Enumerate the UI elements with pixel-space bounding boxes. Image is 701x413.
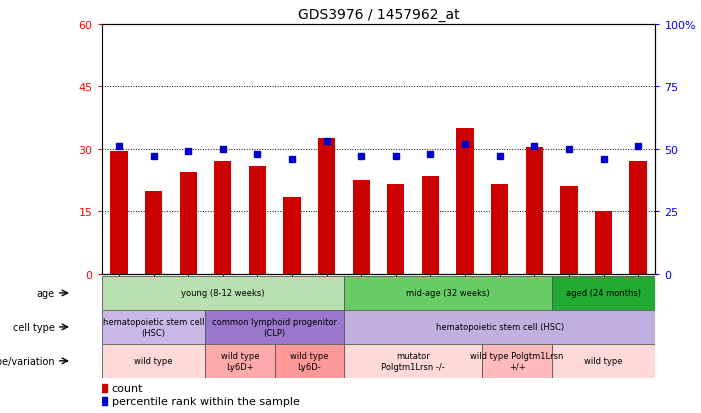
Text: hematopoietic stem cell (HSC): hematopoietic stem cell (HSC): [435, 323, 564, 332]
Bar: [491, 185, 508, 274]
Bar: [102, 276, 344, 310]
Text: cell type: cell type: [13, 322, 55, 332]
Text: genotype/variation: genotype/variation: [0, 356, 55, 366]
Bar: [318, 139, 335, 274]
Text: percentile rank within the sample: percentile rank within the sample: [111, 396, 299, 406]
Bar: [214, 162, 231, 274]
Bar: [526, 147, 543, 274]
Bar: [422, 176, 439, 274]
Text: wild type
Ly6D-: wild type Ly6D-: [290, 351, 329, 370]
Title: GDS3976 / 1457962_at: GDS3976 / 1457962_at: [298, 8, 459, 22]
Bar: [344, 344, 482, 378]
Bar: [344, 276, 552, 310]
Text: mid-age (32 weeks): mid-age (32 weeks): [406, 289, 489, 298]
Bar: [145, 191, 162, 274]
Text: wild type: wild type: [135, 356, 173, 366]
Bar: [275, 344, 344, 378]
Bar: [552, 276, 655, 310]
Text: wild type: wild type: [584, 356, 622, 366]
Bar: [102, 344, 205, 378]
Text: wild type
Ly6D+: wild type Ly6D+: [221, 351, 259, 370]
Text: hematopoietic stem cell
(HSC): hematopoietic stem cell (HSC): [103, 318, 204, 337]
Bar: [387, 185, 404, 274]
Bar: [560, 187, 578, 274]
Text: age: age: [36, 288, 55, 298]
Bar: [283, 197, 301, 274]
Text: count: count: [111, 383, 143, 393]
Bar: [102, 310, 205, 344]
Text: mutator
Polgtm1Lrsn -/-: mutator Polgtm1Lrsn -/-: [381, 351, 445, 370]
Bar: [179, 172, 197, 274]
Bar: [344, 310, 655, 344]
Bar: [456, 129, 474, 274]
Bar: [629, 162, 647, 274]
Text: wild type Polgtm1Lrsn
+/+: wild type Polgtm1Lrsn +/+: [470, 351, 564, 370]
Bar: [110, 152, 128, 274]
Bar: [249, 166, 266, 274]
Text: aged (24 months): aged (24 months): [566, 289, 641, 298]
Text: young (8-12 weeks): young (8-12 weeks): [181, 289, 264, 298]
Bar: [482, 344, 552, 378]
Text: common lymphoid progenitor
(CLP): common lymphoid progenitor (CLP): [212, 318, 337, 337]
Bar: [552, 344, 655, 378]
Bar: [205, 344, 275, 378]
Bar: [595, 212, 612, 274]
Bar: [353, 181, 370, 274]
Bar: [205, 310, 344, 344]
